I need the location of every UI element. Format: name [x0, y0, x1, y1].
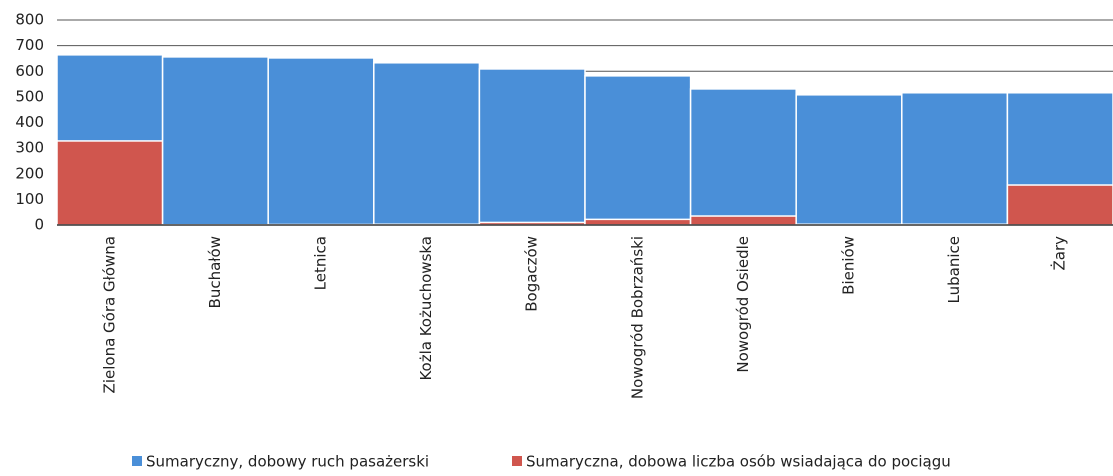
y-tick-label: 0: [34, 216, 44, 234]
y-tick-label: 100: [15, 190, 44, 208]
bar: [691, 216, 797, 225]
legend-swatch: [132, 456, 142, 466]
y-tick-label: 300: [15, 139, 44, 157]
legend-label: Sumaryczna, dobowa liczba osób wsiadając…: [526, 453, 951, 471]
x-tick-label: Nowogród Osiedle: [734, 236, 752, 373]
x-tick-label: Zielona Góra Główna: [100, 236, 118, 393]
x-tick-label: Bogaczów: [523, 236, 541, 312]
bar: [585, 76, 691, 225]
x-tick-label: Lubanice: [945, 236, 963, 303]
y-tick-label: 400: [15, 113, 44, 131]
bar: [691, 89, 797, 225]
legend-swatch: [512, 456, 522, 466]
y-tick-label: 200: [15, 164, 44, 182]
bar: [1007, 185, 1113, 225]
legend-label: Sumaryczny, dobowy ruch pasażerski: [146, 453, 429, 471]
y-tick-label: 800: [15, 11, 44, 29]
bar: [57, 141, 163, 225]
bar: [163, 57, 269, 225]
x-tick-label: Kożla Kożuchowska: [417, 236, 435, 381]
x-tick-label: Nowogród Bobrzański: [628, 236, 646, 399]
bar: [374, 63, 480, 225]
y-tick-label: 500: [15, 87, 44, 105]
x-tick-label: Żary: [1050, 236, 1069, 271]
x-tick-label: Buchałów: [206, 236, 224, 308]
x-tick-label: Letnica: [312, 236, 330, 290]
y-tick-label: 600: [15, 62, 44, 80]
bar: [585, 219, 691, 225]
bar: [479, 69, 585, 225]
y-tick-label: 700: [15, 36, 44, 54]
x-tick-label: Bieniów: [840, 236, 858, 295]
bar: [902, 93, 1008, 225]
bar: [268, 58, 374, 225]
bar: [796, 95, 902, 225]
